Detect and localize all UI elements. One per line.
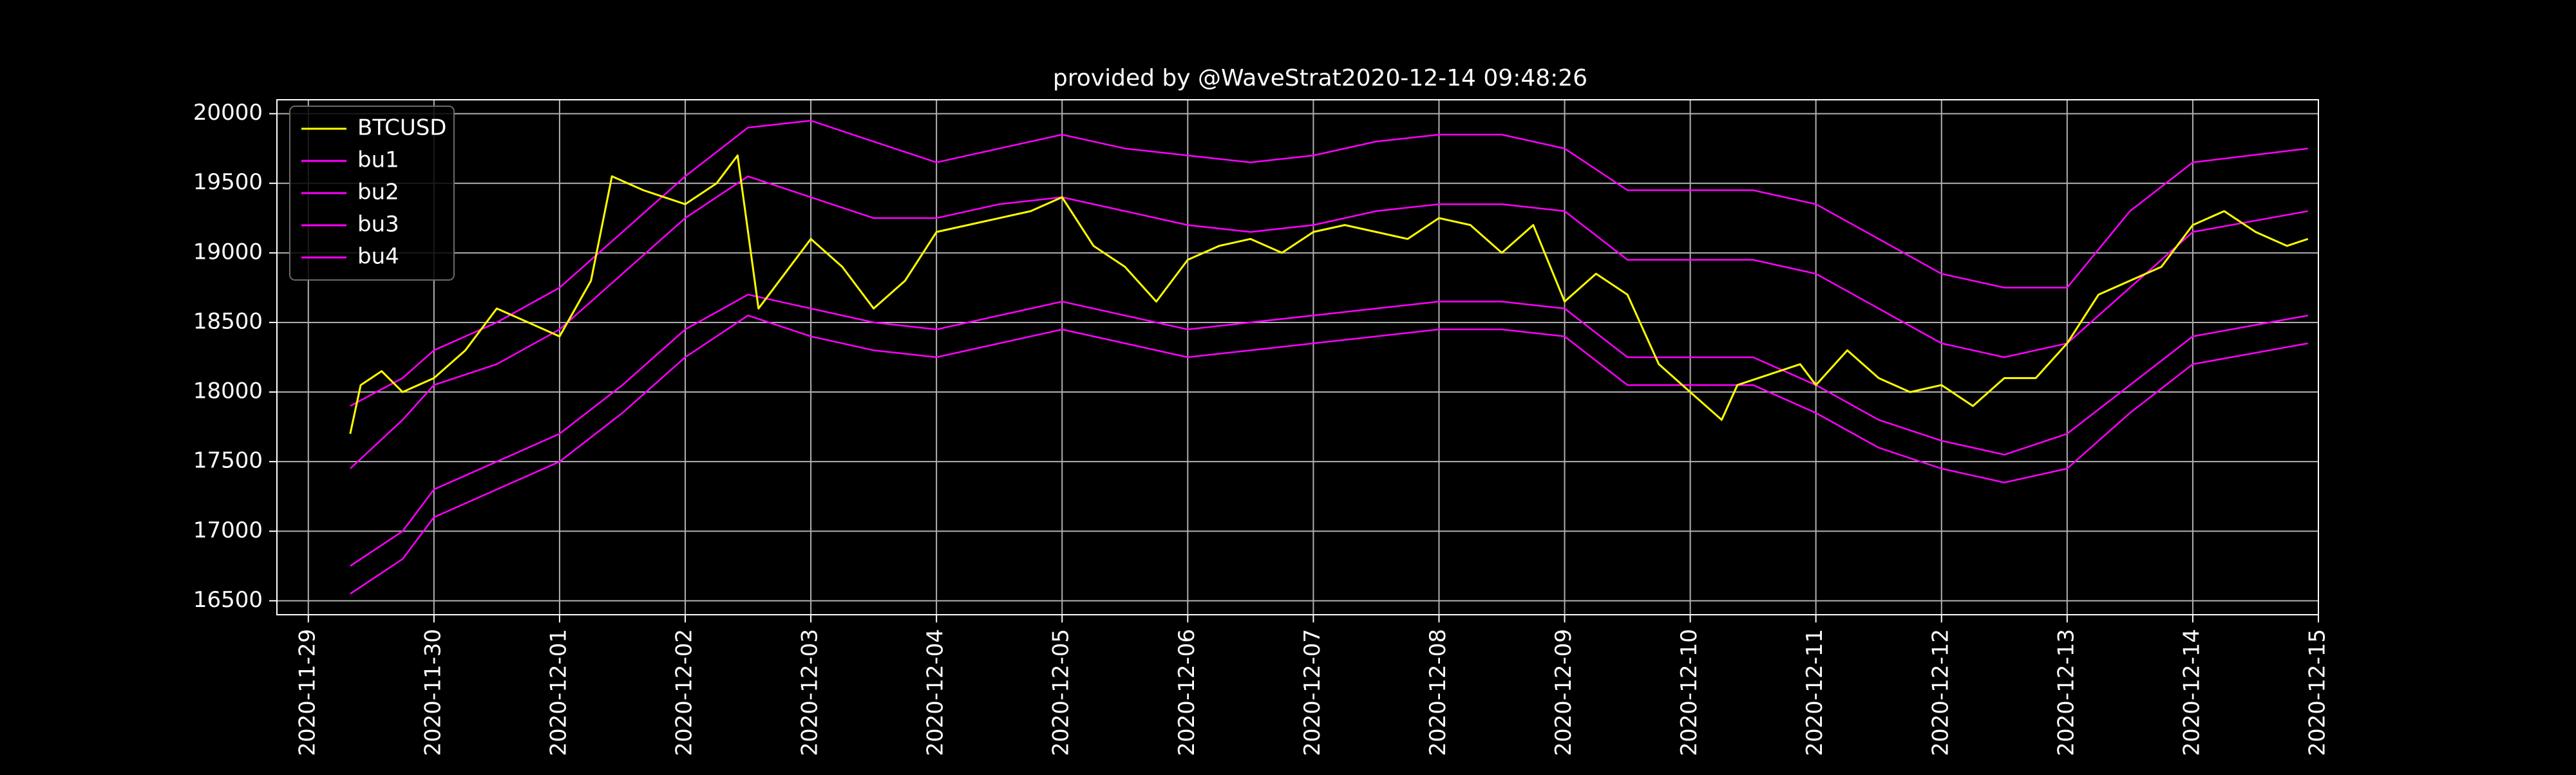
y-tick-label: 17000 (193, 518, 263, 543)
chart-title: provided by @WaveStrat2020-12-14 09:48:2… (1053, 65, 1587, 91)
grid (277, 100, 2319, 615)
legend-box (289, 106, 455, 281)
legend-label: bu2 (357, 180, 399, 205)
series-line-bu3 (350, 294, 2308, 567)
plot-frame (276, 99, 2319, 615)
series-line-btcusd (349, 154, 2309, 434)
y-tick-label: 19000 (193, 239, 263, 265)
x-tick-label: 2020-12-14 (2179, 629, 2204, 756)
x-tick-label: 2020-12-09 (1551, 629, 1577, 756)
axes: 2020-11-29 2020-11-30 2020-12-01 2020-12-02… (193, 100, 2331, 756)
legend-label: BTCUSD (357, 115, 447, 141)
y-tick-label: 16500 (193, 587, 263, 613)
x-tick-label: 2020-11-29 (294, 629, 320, 756)
y-tick-label: 20000 (193, 100, 263, 126)
x-tick-label: 2020-12-13 (2053, 629, 2079, 756)
x-tick-label: 2020-12-06 (1174, 629, 1200, 756)
legend-label: bu1 (357, 147, 399, 173)
x-tick-label: 2020-11-30 (420, 629, 446, 756)
x-tick-label: 2020-12-02 (672, 629, 697, 756)
x-tick-label: 2020-12-15 (2305, 629, 2331, 756)
x-tick-label: 2020-12-12 (1927, 629, 1953, 756)
x-tick-label: 2020-12-07 (1300, 629, 1325, 756)
y-tick-label: 18500 (193, 308, 263, 334)
y-tick-label: 19500 (193, 169, 263, 195)
x-tick-label: 2020-12-04 (923, 629, 949, 756)
legend: BTCUSD bu1 bu2 bu3 bu4 (289, 106, 455, 281)
y-tick-label: 17500 (193, 448, 263, 474)
series-group (349, 120, 2309, 595)
legend-label: bu4 (357, 244, 399, 270)
series-line-bu4 (350, 314, 2308, 595)
x-tick-label: 2020-12-03 (797, 629, 823, 756)
x-tick-label: 2020-12-11 (1802, 629, 1828, 756)
x-tick-label: 2020-12-05 (1048, 629, 1074, 756)
y-tick-label: 18000 (193, 378, 263, 404)
series-line-bu2 (349, 175, 2308, 469)
series-line-bu1 (350, 120, 2308, 407)
x-tick-label: 2020-12-10 (1676, 629, 1702, 756)
x-tick-label: 2020-12-01 (545, 629, 571, 756)
legend-label: bu3 (357, 212, 399, 238)
x-tick-label: 2020-12-08 (1425, 629, 1451, 756)
